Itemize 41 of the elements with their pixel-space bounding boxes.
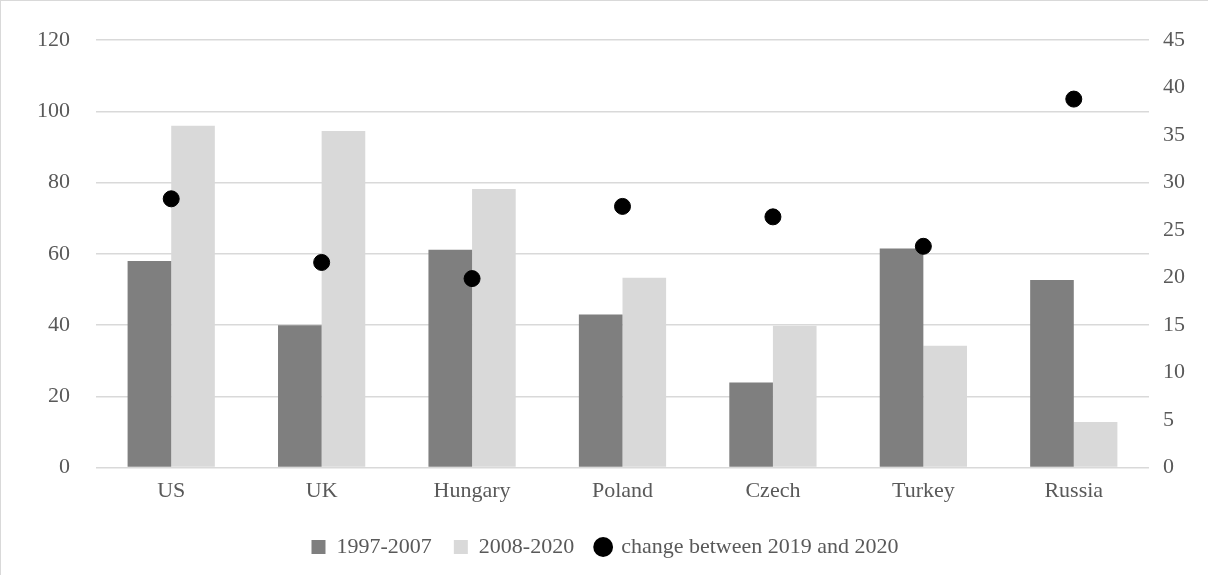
y-tick-label: 60 [48, 239, 70, 265]
y2-tick-label: 35 [1163, 120, 1185, 146]
point [764, 208, 782, 226]
x-tick-label: Poland [591, 476, 654, 502]
y2-tick-label: 40 [1163, 73, 1185, 99]
y2-tick-label: 20 [1163, 263, 1185, 289]
point [463, 270, 481, 288]
point [1065, 90, 1083, 108]
y-tick-label: 20 [48, 382, 70, 408]
y-tick-label: 0 [59, 453, 70, 479]
legend-label: 1997-2007 [336, 532, 432, 558]
bar [278, 325, 322, 467]
x-tick-label: Russia [1044, 476, 1104, 502]
x-tick-label: Czech [745, 476, 801, 502]
y2-tick-label: 0 [1163, 453, 1174, 479]
point [313, 253, 331, 271]
bar [127, 261, 172, 467]
y2-tick-label: 10 [1163, 358, 1185, 384]
y-tick-label: 40 [48, 310, 70, 336]
x-tick-label: Hungary [433, 476, 511, 502]
y2-tick-label: 45 [1163, 25, 1185, 51]
x-tick-label: US [157, 476, 186, 502]
point [914, 237, 932, 255]
x-tick-label: UK [305, 476, 338, 502]
y-tick-label: 100 [37, 97, 70, 123]
y2-tick-label: 5 [1163, 405, 1174, 431]
y2-tick-label: 30 [1163, 168, 1185, 194]
y2-tick-label: 15 [1163, 310, 1185, 336]
y-tick-label: 120 [37, 25, 70, 51]
bar [428, 249, 473, 467]
bar [729, 382, 773, 467]
bar [879, 248, 924, 467]
point [162, 190, 180, 208]
bar [578, 314, 623, 467]
legend-label: 2008-2020 [478, 532, 575, 558]
y-tick-label: 80 [48, 168, 70, 194]
y2-tick-label: 25 [1163, 215, 1185, 241]
bar [1030, 279, 1074, 467]
legend-label: change between 2019 and 2020 [621, 532, 899, 558]
x-tick-label: Turkey [891, 476, 955, 502]
point [614, 197, 631, 215]
